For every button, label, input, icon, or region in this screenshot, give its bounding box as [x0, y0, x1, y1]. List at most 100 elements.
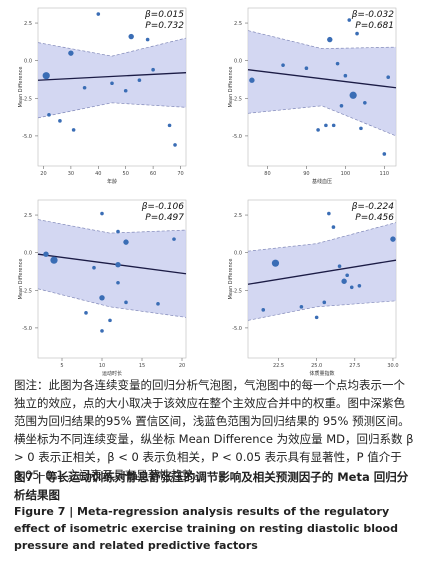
bubble [84, 311, 88, 315]
y-tick-label: 0.0 [24, 251, 32, 257]
y-tick-label: 0.0 [234, 59, 242, 65]
beta-label: β=-0.032 [351, 10, 395, 20]
bubble [124, 300, 128, 305]
y-axis-label: Mean Difference [228, 67, 234, 108]
y-axis-label: Mean Difference [18, 67, 24, 108]
bubble [339, 104, 344, 108]
bubble [349, 91, 357, 99]
bubble [47, 113, 51, 117]
bubble [316, 128, 320, 132]
y-tick-label: -5.0 [22, 134, 32, 140]
x-tick-label: 20 [40, 171, 46, 177]
beta-label: β=0.015 [144, 10, 184, 20]
caption-title-cn: 图7 | 等长运动训练对静息舒张压的调节影响及相关预测因子的 Meta 回归分析… [14, 470, 409, 502]
prediction-band [248, 30, 396, 136]
bubble [82, 85, 87, 90]
bubble [115, 262, 121, 268]
bubble [349, 285, 354, 290]
bubble [347, 18, 352, 22]
bubble [110, 81, 114, 86]
x-tick-label: 80 [264, 171, 270, 177]
chart: 2.5 0.0 -2.5 -5.0 22.5 25.0 27.5 30.0 体质量指数 Mean … [228, 199, 399, 377]
bubble [151, 67, 155, 72]
p-label: P=0.456 [355, 213, 394, 223]
bubble [108, 318, 112, 323]
bubble [299, 305, 304, 309]
y-tick-label: 2.5 [234, 213, 242, 219]
regression-line [37, 253, 187, 275]
bubble [357, 283, 362, 288]
x-tick-label: 40 [95, 171, 101, 177]
y-tick-label: -5.0 [232, 326, 242, 332]
bubble [96, 12, 101, 16]
chart: 2.5 0.0 -2.5 -5.0 5 10 15 20 运动时长 Mean Difference… [18, 199, 187, 377]
x-tick-label: 20 [179, 363, 185, 369]
bubble [359, 126, 363, 131]
bubble [71, 128, 76, 132]
chart: 2.5 0.0 -2.5 -5.0 20 30 40 50 60 70 年龄 Mean Differe… [18, 7, 187, 185]
y-tick-label: 0.0 [24, 59, 32, 65]
y-tick-label: -5.0 [22, 326, 32, 332]
bubble [337, 264, 342, 269]
y-axis-label: Mean Difference [228, 259, 234, 300]
x-tick-label: 30 [68, 171, 74, 177]
x-tick-label: 27.5 [349, 363, 360, 369]
y-tick-label: -2.5 [22, 96, 32, 102]
bubble [343, 73, 348, 78]
y-tick-label: -2.5 [22, 288, 32, 294]
bubble [173, 143, 177, 147]
bubble [116, 280, 120, 285]
prediction-band [38, 38, 186, 118]
bubble [331, 225, 336, 229]
regression-line [37, 72, 187, 81]
bubble [261, 308, 266, 312]
bubble [58, 119, 62, 123]
x-tick-label: 70 [177, 171, 183, 177]
caption-note: 图注：此图为各连续变量的回归分析气泡图，气泡图中的每一个点均表示一个独立的效应，… [14, 378, 414, 482]
bubble [100, 211, 104, 216]
x-axis-label: 年龄 [107, 178, 117, 185]
y-axis-label: Mean Difference [18, 259, 24, 300]
x-axis-label: 体质量指数 [309, 370, 334, 377]
x-tick-label: 25.0 [311, 363, 322, 369]
x-tick-label: 50 [123, 171, 129, 177]
prediction-band [248, 222, 396, 321]
bubble [172, 237, 176, 241]
bubble [50, 256, 58, 264]
bubble [137, 78, 142, 83]
p-label: P=0.681 [355, 21, 394, 31]
bubble [390, 236, 396, 242]
band-upper [37, 37, 187, 57]
bubble [128, 33, 134, 40]
bubble [382, 152, 387, 156]
bubble [386, 75, 391, 80]
bubble [324, 123, 328, 128]
bubble [327, 211, 331, 216]
p-label: P=0.497 [145, 213, 184, 223]
x-tick-label: 110 [380, 171, 390, 177]
band-lower [247, 105, 397, 137]
y-tick-label: -2.5 [232, 96, 242, 102]
x-tick-label: 15 [139, 363, 145, 369]
band-upper [247, 30, 397, 49]
y-tick-label: 2.5 [24, 21, 32, 27]
bubble [156, 302, 160, 306]
bubble [327, 36, 333, 43]
bubble [43, 251, 49, 257]
regression-line [247, 69, 397, 89]
bubble [145, 37, 150, 42]
x-tick-label: 100 [341, 171, 351, 177]
band-lower [37, 102, 187, 119]
bubble [345, 273, 349, 278]
p-label: P=0.732 [145, 21, 184, 31]
beta-label: β=-0.106 [141, 202, 185, 212]
caption-title-en: Figure 7 | Meta-regression analysis resu… [14, 505, 398, 552]
bubble [271, 259, 280, 267]
x-tick-label: 22.5 [273, 363, 284, 369]
bubble [42, 72, 50, 80]
bubble [123, 239, 129, 245]
bubble [68, 50, 74, 56]
x-tick-label: 5 [60, 363, 63, 369]
bubble [281, 63, 285, 67]
